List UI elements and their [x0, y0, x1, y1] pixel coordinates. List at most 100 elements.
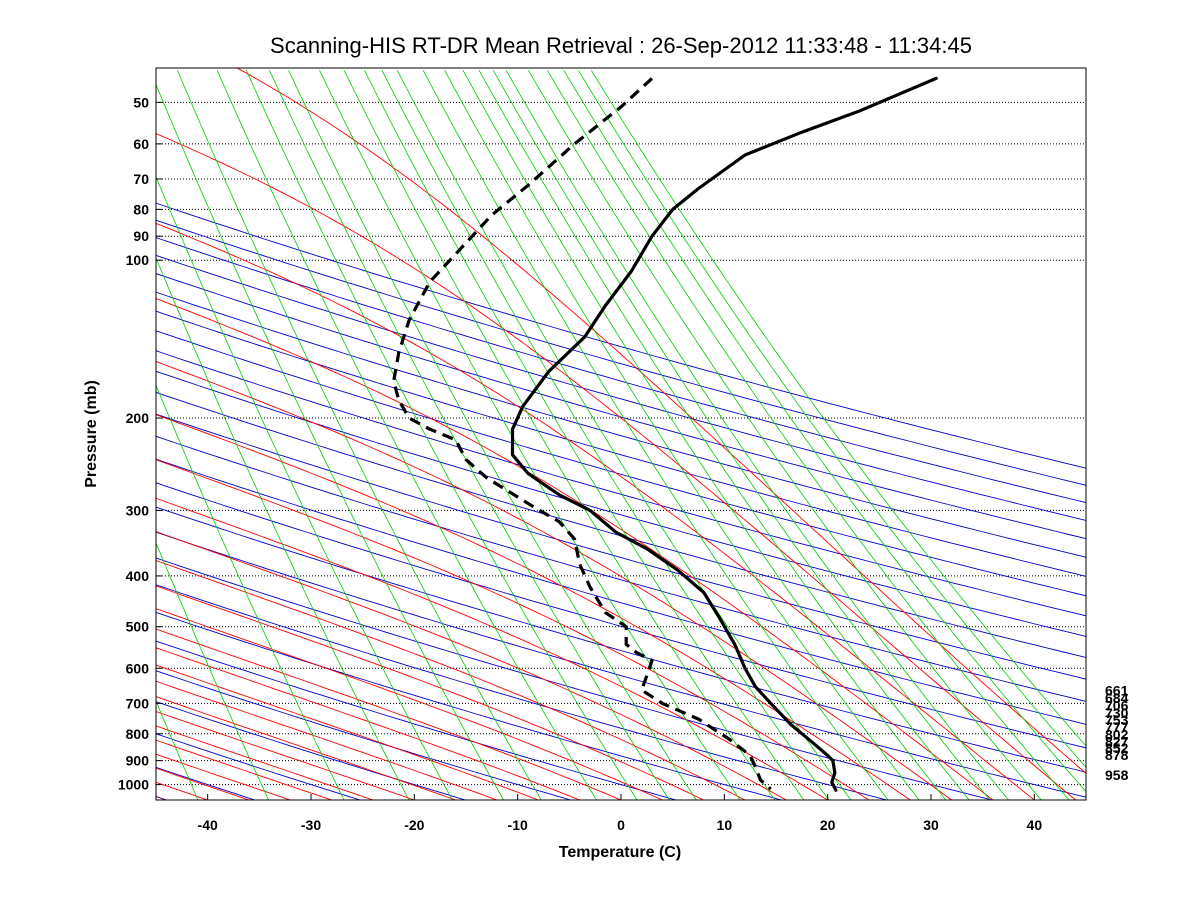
- y-tick-label: 300: [126, 502, 150, 518]
- mixing-ratio-line: [547, 70, 1070, 800]
- chart-title: Scanning-HIS RT-DR Mean Retrieval : 26-S…: [270, 33, 972, 58]
- y-tick-label: 200: [126, 410, 150, 426]
- x-tick-label: 30: [923, 817, 939, 833]
- moist-adiabat-line: [156, 560, 746, 800]
- right-pressure-label: 684: [1105, 690, 1129, 706]
- moist-adiabat-line: [156, 414, 911, 800]
- y-tick-label: 70: [133, 171, 149, 187]
- y-tick-label: 400: [126, 568, 150, 584]
- moist-adiabat-line: [156, 497, 828, 800]
- y-tick-label: 500: [126, 619, 150, 635]
- mixing-ratio-line: [590, 70, 1086, 747]
- thermodynamic-background-lines: [156, 68, 1086, 800]
- right-pressure-label: 852: [1105, 740, 1129, 756]
- moist-adiabat-line: [156, 459, 870, 800]
- dry-adiabat-line: [156, 584, 887, 800]
- mixing-ratio-line: [478, 70, 970, 800]
- mixing-ratio-line: [156, 83, 504, 800]
- x-axis-label: Temperature (C): [559, 844, 681, 861]
- y-tick-label: 1000: [118, 777, 149, 793]
- moist-adiabat-line: [156, 608, 663, 800]
- mixing-ratio-line: [577, 70, 1086, 769]
- moist-adiabat-line: [156, 133, 1076, 800]
- y-tick-label: 100: [126, 252, 150, 268]
- dry-adiabat-line: [156, 202, 1086, 469]
- dry-adiabat-line: [156, 350, 1086, 617]
- right-pressure-label: 777: [1105, 719, 1129, 735]
- mixing-ratio-line: [156, 175, 453, 800]
- mixing-ratio-line: [563, 70, 1086, 793]
- moist-adiabat-line: [156, 664, 539, 800]
- dry-adiabat-line: [156, 482, 1086, 749]
- y-tick-label: 700: [126, 695, 150, 711]
- x-axis-ticks: -40 -30 -20 -10 0 10 20 30 40: [198, 794, 1043, 833]
- y-tick-label: 90: [133, 228, 149, 244]
- y-axis-label: Pressure (mb): [83, 380, 100, 488]
- right-pressure-label: 802: [1105, 726, 1129, 742]
- x-tick-label: -40: [198, 817, 218, 833]
- temperature-profile-line: [510, 76, 938, 792]
- right-pressure-label: 730: [1105, 705, 1129, 721]
- moist-adiabat-line: [156, 628, 622, 800]
- mixing-ratio-line: [177, 70, 542, 800]
- mixing-ratio-line: [528, 70, 1042, 800]
- mixing-ratio-line: [245, 70, 638, 800]
- mixing-ratio-line: [343, 70, 776, 800]
- moist-adiabat-line: [236, 68, 1086, 774]
- dry-adiabat-line: [156, 531, 1086, 798]
- y-tick-label: 800: [126, 726, 150, 742]
- dry-adiabat-line: [156, 557, 993, 800]
- dry-adiabat-line: [156, 237, 1086, 504]
- right-pressure-label: 661: [1105, 682, 1129, 698]
- mixing-ratio-line: [462, 70, 947, 800]
- mixing-ratio-line: [364, 70, 805, 800]
- mixing-ratio-line: [505, 70, 1009, 800]
- x-tick-label: 40: [1027, 817, 1043, 833]
- mixing-ratio-line: [396, 70, 852, 800]
- mixing-ratio-line: [444, 70, 920, 800]
- x-tick-label: -10: [508, 817, 528, 833]
- y-tick-label: 600: [126, 660, 150, 676]
- profile-series: [392, 76, 938, 792]
- dry-adiabat-line: [156, 413, 1086, 680]
- dewpoint-profile-line: [392, 77, 772, 791]
- mixing-ratio-line: [156, 384, 345, 800]
- dry-adiabat-line: [156, 611, 782, 800]
- y-axis-ticks: 50 60 70 80 90 100 200 300 400 500 600 700 800 900 100…: [118, 94, 162, 793]
- moist-adiabat-line: [156, 222, 1035, 800]
- x-tick-label: 10: [717, 817, 733, 833]
- mixing-ratio-line: [156, 256, 410, 800]
- right-pressure-label: 827: [1105, 733, 1129, 749]
- mixing-ratio-line: [492, 70, 991, 800]
- right-pressure-label: 958: [1105, 767, 1129, 783]
- moist-adiabat-line: [156, 647, 580, 800]
- mixing-ratio-line: [381, 70, 830, 800]
- y-tick-label: 50: [133, 94, 149, 110]
- dry-adiabat-line: [156, 330, 1086, 597]
- x-tick-label: 20: [820, 817, 836, 833]
- mixing-ratio-line: [216, 70, 597, 800]
- dry-adiabat-line: [156, 458, 1086, 725]
- x-tick-label: -30: [301, 817, 321, 833]
- moist-adiabat-line: [156, 361, 952, 800]
- dry-adiabat-line: [156, 506, 1086, 773]
- y-tick-label: 80: [133, 201, 149, 217]
- x-tick-label: 0: [617, 817, 625, 833]
- y-tick-label: 60: [133, 136, 149, 152]
- dry-adiabat-line: [156, 670, 571, 800]
- right-pressure-label: 753: [1105, 712, 1129, 728]
- right-pressure-label: 706: [1105, 697, 1129, 713]
- right-pressure-label: 878: [1105, 747, 1129, 763]
- dry-adiabat-line: [156, 254, 1086, 521]
- moist-adiabat-line: [156, 531, 787, 800]
- y-tick-label: 900: [126, 753, 150, 769]
- dry-adiabat-line: [156, 391, 1086, 658]
- dry-adiabat-line: [156, 291, 1086, 558]
- mixing-ratio-line: [269, 70, 670, 800]
- moist-adiabat-line: [156, 298, 994, 800]
- x-tick-label: -20: [404, 817, 424, 833]
- mixing-ratio-line: [422, 70, 889, 800]
- mixing-ratio-line: [156, 542, 269, 800]
